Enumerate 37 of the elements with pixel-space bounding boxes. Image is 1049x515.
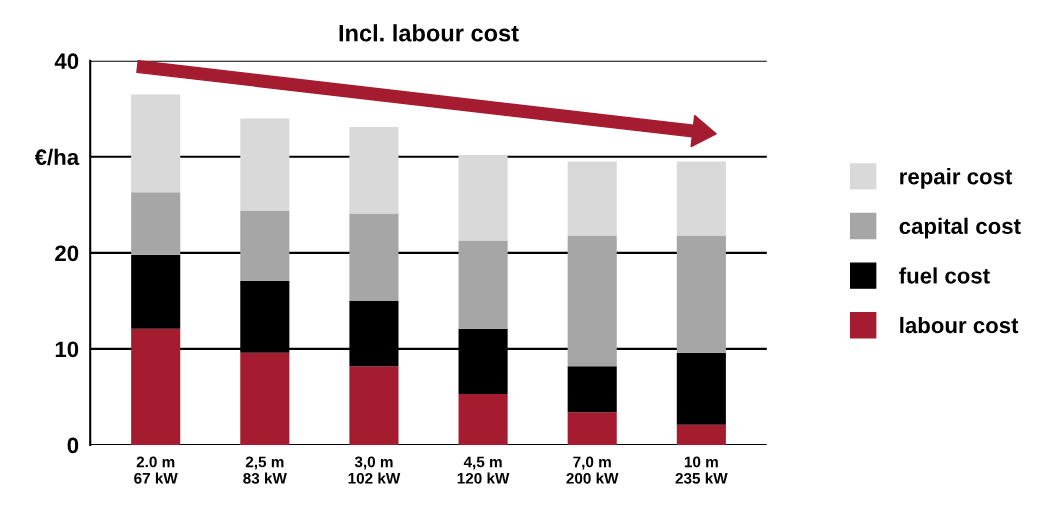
x-tick-label: 2,5 m 83 kW [243,456,287,484]
legend-label: repair cost [900,168,1013,189]
bar [240,352,290,445]
y-tick-label: €/ha [34,148,80,166]
bar [567,161,617,236]
bar [240,210,290,281]
bar [567,366,617,413]
bar [458,394,508,445]
y-tick-label: 10 [55,341,79,358]
bar [676,161,726,236]
bar [349,213,399,301]
legend-label: capital cost [899,217,1021,239]
chart-title: Incl. labour cost [339,24,519,42]
bar [458,154,508,241]
bar [567,235,617,367]
y-tick-label: 40 [54,53,79,70]
bar [567,412,617,445]
bar [131,94,181,193]
x-tick-label: 7,0 m 200 kW [566,456,619,484]
legend-label: fuel cost [899,267,990,284]
bar [676,235,726,353]
bar [131,328,181,445]
bar [349,366,399,445]
bar [240,118,290,211]
x-tick-label: 3,0 m 102 kW [348,456,401,484]
y-tick-label: 20 [55,245,79,262]
bar [458,240,508,329]
bar [676,352,726,425]
x-tick-label: 2.0 m 67 kW [134,456,178,484]
y-tick-label: 0 [67,437,79,454]
x-tick-label: 4,5 m 120 kW [457,456,510,484]
bar [676,424,726,445]
bar [131,254,181,329]
bar [349,127,399,214]
x-tick-label: 10 m 235 kW [675,456,728,484]
legend-label: labour cost [900,316,1019,334]
bar [131,192,181,255]
